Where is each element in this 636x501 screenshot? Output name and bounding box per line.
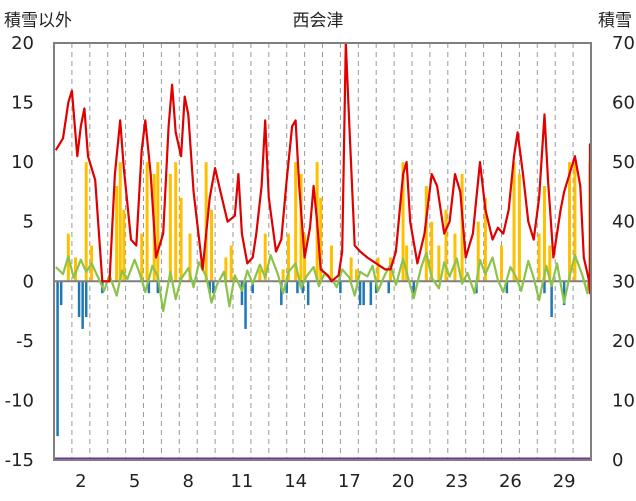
right-axis-label: 積雪 xyxy=(598,11,632,31)
x-tick-label: 23 xyxy=(445,471,468,492)
left-tick-label: 10 xyxy=(11,152,34,173)
x-tick-label: 5 xyxy=(129,471,140,492)
right-tick-label: 0 xyxy=(612,450,623,471)
right-tick-label: 20 xyxy=(612,331,635,352)
left-tick-label: 5 xyxy=(23,212,34,233)
left-tick-labels: 20 15 10 5 0 -5 -10 -15 xyxy=(5,33,34,471)
right-tick-label: 10 xyxy=(612,390,635,411)
left-tick-label: -10 xyxy=(5,390,34,411)
x-tick-label: 17 xyxy=(338,471,361,492)
left-tick-label: -5 xyxy=(16,331,34,352)
temperature-series xyxy=(55,251,592,313)
x-tick-label: 2 xyxy=(75,471,86,492)
left-tick-label: -15 xyxy=(5,450,34,471)
snow-depth-series xyxy=(54,41,592,295)
left-tick-label: 20 xyxy=(11,33,34,54)
x-tick-label: 29 xyxy=(553,471,576,492)
x-tick-label: 20 xyxy=(392,471,415,492)
negative-bars xyxy=(56,281,566,437)
right-tick-label: 50 xyxy=(612,152,635,173)
right-tick-label: 60 xyxy=(612,93,635,114)
x-tick-label: 14 xyxy=(284,471,307,492)
right-tick-label: 40 xyxy=(612,212,635,233)
temperature-line xyxy=(55,251,592,313)
right-tick-label: 70 xyxy=(612,33,635,54)
left-axis-label: 積雪以外 xyxy=(4,11,72,31)
x-tick-label: 11 xyxy=(230,471,253,492)
chart-title: 西会津 xyxy=(293,11,344,31)
left-tick-label: 15 xyxy=(11,93,34,114)
left-tick-label: 0 xyxy=(23,271,34,292)
x-tick-label: 26 xyxy=(499,471,522,492)
right-tick-label: 30 xyxy=(612,271,635,292)
x-tick-labels: 2 5 8 11 14 17 20 23 26 29 xyxy=(75,471,575,492)
x-tick-label: 8 xyxy=(183,471,194,492)
plot-frame xyxy=(53,42,592,461)
right-tick-labels: 70 60 50 40 30 20 10 0 xyxy=(612,33,635,471)
snow-depth-line xyxy=(54,41,592,295)
